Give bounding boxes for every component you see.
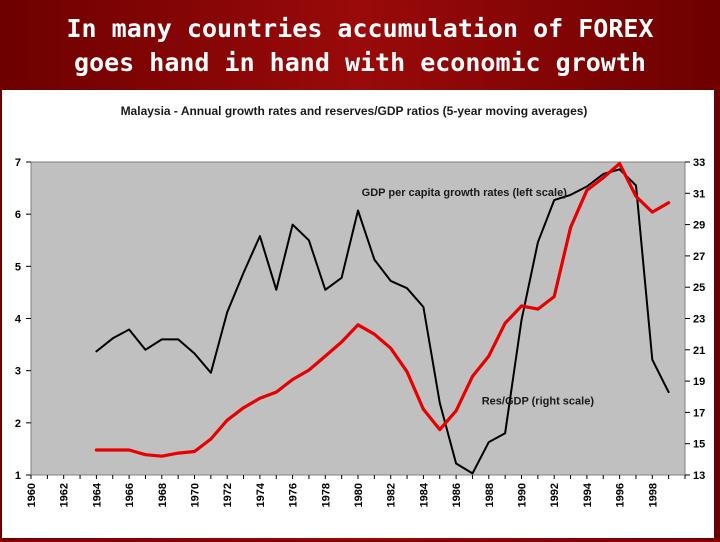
x-axis-tick-label: 1996 bbox=[615, 483, 627, 507]
left-axis-tick-label: 4 bbox=[15, 314, 22, 326]
right-axis-tick-label: 13 bbox=[693, 470, 705, 482]
x-axis-tick-label: 1998 bbox=[647, 483, 659, 507]
x-axis-tick-label: 1960 bbox=[26, 483, 38, 507]
x-axis-tick-label: 1964 bbox=[91, 482, 103, 507]
gdp-growth-series-label: GDP per capita growth rates (left scale) bbox=[362, 187, 568, 199]
reserves-gdp-series-line bbox=[94, 161, 671, 458]
slide-title-line-1: In many countries accumulation of FOREX bbox=[66, 14, 654, 43]
x-axis-tick-label: 1990 bbox=[517, 483, 529, 507]
x-axis-tick-label: 1986 bbox=[451, 483, 463, 507]
chart-title: Malaysia - Annual growth rates and reser… bbox=[121, 104, 588, 118]
right-axis-tick-label: 27 bbox=[693, 251, 705, 263]
right-axis-tick-label: 19 bbox=[693, 376, 705, 388]
x-axis-tick-label: 1970 bbox=[190, 483, 202, 507]
left-axis-tick-label: 1 bbox=[15, 470, 21, 482]
x-axis-tick-label: 1978 bbox=[320, 483, 332, 507]
right-axis-tick-label: 25 bbox=[693, 282, 705, 294]
right-axis-tick-label: 31 bbox=[693, 188, 705, 200]
x-axis-tick-label: 1968 bbox=[157, 483, 169, 507]
x-axis-tick-label: 1982 bbox=[386, 483, 398, 507]
right-axis-tick-label: 17 bbox=[693, 407, 705, 419]
right-axis-tick-label: 21 bbox=[693, 345, 705, 357]
line-chart: Malaysia - Annual growth rates and reser… bbox=[15, 104, 705, 507]
right-axis-tick-label: 33 bbox=[693, 157, 705, 169]
slide-title-line-2: goes hand in hand with economic growth bbox=[74, 48, 646, 77]
right-axis-tick-label: 29 bbox=[693, 220, 705, 232]
slide-title: In many countries accumulation of FOREX … bbox=[0, 12, 720, 80]
x-axis-tick-label: 1976 bbox=[288, 483, 300, 507]
x-axis-tick-label: 1984 bbox=[418, 482, 430, 507]
left-axis-tick-label: 2 bbox=[15, 418, 21, 430]
x-axis-tick-label: 1994 bbox=[582, 482, 594, 507]
x-axis-tick-label: 1962 bbox=[59, 483, 71, 507]
x-axis-tick-label: 1992 bbox=[549, 483, 561, 507]
left-axis-tick-label: 7 bbox=[15, 157, 21, 169]
right-axis-tick-label: 15 bbox=[693, 439, 705, 451]
chart-panel: Malaysia - Annual growth rates and reser… bbox=[2, 90, 714, 538]
left-axis-tick-label: 5 bbox=[15, 261, 21, 273]
left-axis-tick-label: 6 bbox=[15, 209, 21, 221]
x-axis-tick-label: 1966 bbox=[124, 483, 136, 507]
x-axis-tick-label: 1980 bbox=[353, 483, 365, 507]
x-axis-tick-label: 1972 bbox=[222, 483, 234, 507]
left-axis-tick-label: 3 bbox=[15, 366, 21, 378]
x-axis-tick-label: 1974 bbox=[255, 482, 267, 507]
x-axis-tick-label: 1988 bbox=[484, 483, 496, 507]
right-axis-tick-label: 23 bbox=[693, 314, 705, 326]
gdp-growth-series-line bbox=[95, 168, 670, 475]
plot-area bbox=[30, 161, 686, 476]
reserves-gdp-series-label: Res/GDP (right scale) bbox=[482, 396, 595, 408]
